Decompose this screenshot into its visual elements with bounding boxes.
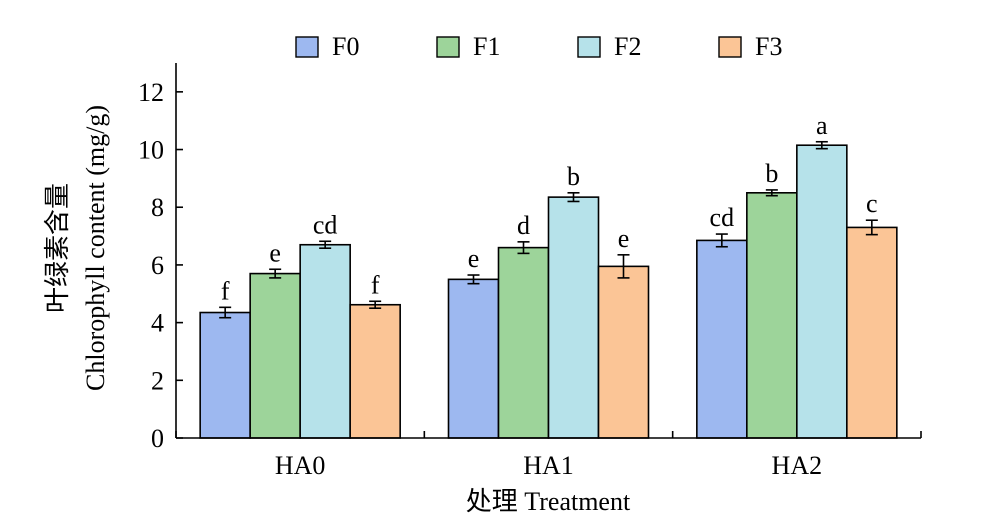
legend-swatch-F1 [436,36,460,58]
significance-letter-F0-HA0: f [221,276,230,305]
y-axis-label-english: Chlorophyll content (mg/g) [81,105,110,391]
legend-label-F3: F3 [755,32,782,61]
significance-letter-F2-HA0: cd [313,210,338,239]
significance-letter-F2-HA2: a [816,111,828,140]
significance-letter-F3-HA0: f [371,270,380,299]
bar-F1-HA2 [746,192,798,439]
legend-swatch-F0 [295,36,319,58]
bar-F3-HA0 [349,303,401,439]
significance-letter-F3-HA1: e [618,224,630,253]
significance-letters: f e cd e d b cd b a f e c [221,111,878,306]
y-tick-label-2: 2 [151,366,164,395]
bar-F0-HA0 [199,311,251,439]
legend-swatch-F3 [718,36,742,58]
bar-F2-HA0 [299,243,351,439]
y-tick-label-10: 10 [138,136,164,165]
error-bars [219,140,878,319]
y-tick-label-4: 4 [151,309,164,338]
y-tick-label-0: 0 [151,424,164,453]
bars [199,144,898,439]
legend-swatch-F2 [577,36,601,58]
bar-F0-HA2 [696,239,748,439]
significance-letter-F1-HA1: d [517,211,530,240]
y-tick-label-12: 12 [138,78,164,107]
x-axis-label: 处理 Treatment [466,487,631,516]
x-tick-label-HA0: HA0 [275,451,326,480]
legend-label-F0: F0 [332,32,359,61]
x-tick-label-HA1: HA1 [523,451,574,480]
legend-label-F2: F2 [614,32,641,61]
legend: F0 F1 F2 F3 [295,32,782,61]
bar-F1-HA0 [249,272,301,439]
bar-F3-HA1 [597,265,650,439]
bar-F2-HA1 [547,196,600,439]
axes: 0 2 4 6 8 10 12 HA0 HA1 HA2 [138,63,922,480]
significance-letter-F0-HA1: e [468,244,480,273]
y-tick-label-8: 8 [151,193,164,222]
bar-F3-HA2 [846,226,898,439]
significance-letter-F1-HA2: b [765,159,778,188]
x-tick-label-HA2: HA2 [772,451,823,480]
bar-F0-HA1 [447,278,500,439]
significance-letter-F1-HA0: e [269,238,281,267]
significance-letter-F3-HA2: c [866,189,878,218]
bar-F1-HA1 [497,246,550,439]
significance-letter-F0-HA2: cd [710,203,735,232]
bar-F2-HA2 [796,144,848,439]
significance-letter-F2-HA1: b [567,162,580,191]
y-axis-label-chinese: 叶绿素含量 [43,183,72,313]
y-tick-label-6: 6 [151,251,164,280]
legend-label-F1: F1 [473,32,500,61]
